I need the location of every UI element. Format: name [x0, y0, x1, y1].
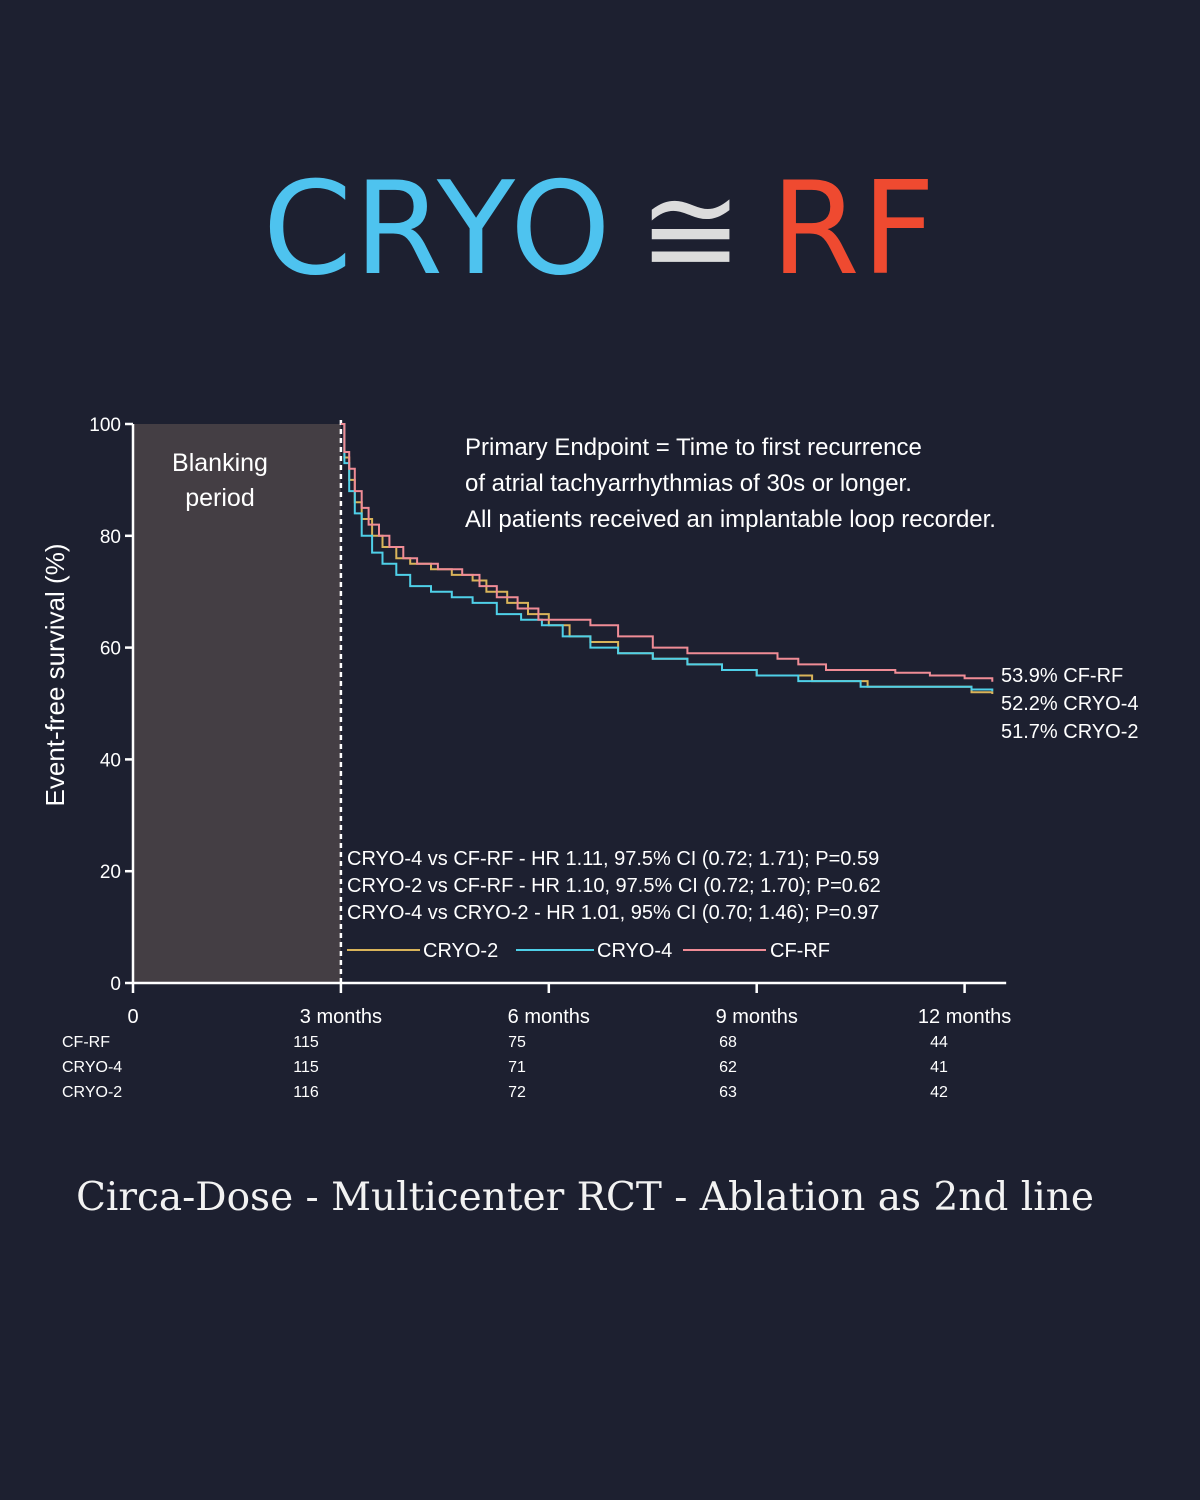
stats-line: CRYO-2 vs CF-RF - HR 1.10, 97.5% CI (0.7… — [347, 875, 881, 897]
headline: CRYO ≅ RF — [0, 159, 1200, 303]
risk-table-count: 68 — [719, 1034, 737, 1051]
series-line-cryo-4 — [340, 423, 994, 692]
x-tick-label: 6 months — [508, 1006, 590, 1028]
legend-label: CRYO-2 — [423, 940, 498, 962]
risk-table-count: 42 — [930, 1084, 948, 1101]
x-tick-label: 12 months — [918, 1006, 1011, 1028]
x-tick-label: 3 months — [300, 1006, 382, 1028]
caption: Circa-Dose - Multicenter RCT - Ablation … — [76, 1175, 1094, 1220]
risk-table-count: 62 — [719, 1059, 737, 1076]
legend-label: CF-RF — [770, 940, 830, 962]
risk-table-count: 116 — [293, 1084, 319, 1101]
x-tick-label: 9 months — [716, 1006, 798, 1028]
blanking-label-line2: period — [185, 484, 255, 512]
y-tick-label: 40 — [100, 750, 121, 771]
risk-table-count: 115 — [293, 1034, 319, 1051]
y-tick-label: 100 — [89, 415, 121, 436]
risk-table-count: 41 — [930, 1059, 948, 1076]
risk-table-count: 115 — [293, 1059, 319, 1076]
stats-line: CRYO-4 vs CRYO-2 - HR 1.01, 95% CI (0.70… — [347, 902, 879, 924]
x-tick-label: 0 — [127, 1006, 138, 1028]
end-label: 51.7% CRYO-2 — [1001, 721, 1138, 743]
headline-rf: RF — [770, 155, 938, 304]
km-chart: Blanking period 0 20 40 60 80 100 Event-free sur… — [40, 415, 1138, 1101]
risk-table-count: 63 — [719, 1084, 737, 1101]
risk-table-row-label: CRYO-4 — [62, 1059, 122, 1076]
blanking-period-area — [133, 424, 341, 983]
risk-table-count: 71 — [508, 1059, 526, 1076]
y-tick-label: 80 — [100, 527, 121, 548]
series-line-cf-rf — [340, 423, 994, 682]
headline-cryo: CRYO — [262, 155, 613, 304]
end-label: 53.9% CF-RF — [1001, 665, 1123, 687]
y-axis-label: Event-free survival (%) — [40, 544, 70, 807]
headline-congruent-symbol: ≅ — [638, 159, 745, 303]
risk-table-count: 72 — [508, 1084, 526, 1101]
risk-table-count: 75 — [508, 1034, 526, 1051]
series-line-cryo-2 — [340, 423, 994, 694]
endpoint-note-line: All patients received an implantable loo… — [465, 506, 996, 533]
end-label: 52.2% CRYO-4 — [1001, 693, 1138, 715]
risk-table-row-label: CF-RF — [62, 1034, 110, 1051]
blanking-label-line1: Blanking — [172, 449, 268, 477]
y-tick-label: 0 — [110, 974, 121, 995]
y-tick-label: 20 — [100, 862, 121, 883]
legend-label: CRYO-4 — [597, 940, 672, 962]
plot-area: Blanking period 0 20 40 60 80 100 Event-free sur… — [40, 415, 1138, 1101]
endpoint-note-line: Primary Endpoint = Time to first recurre… — [465, 434, 922, 461]
stats-line: CRYO-4 vs CF-RF - HR 1.11, 97.5% CI (0.7… — [347, 848, 879, 870]
risk-table-count: 44 — [930, 1034, 948, 1051]
risk-table-row-label: CRYO-2 — [62, 1084, 122, 1101]
endpoint-note-line: of atrial tachyarrhythmias of 30s or lon… — [465, 470, 912, 497]
y-tick-label: 60 — [100, 639, 121, 660]
